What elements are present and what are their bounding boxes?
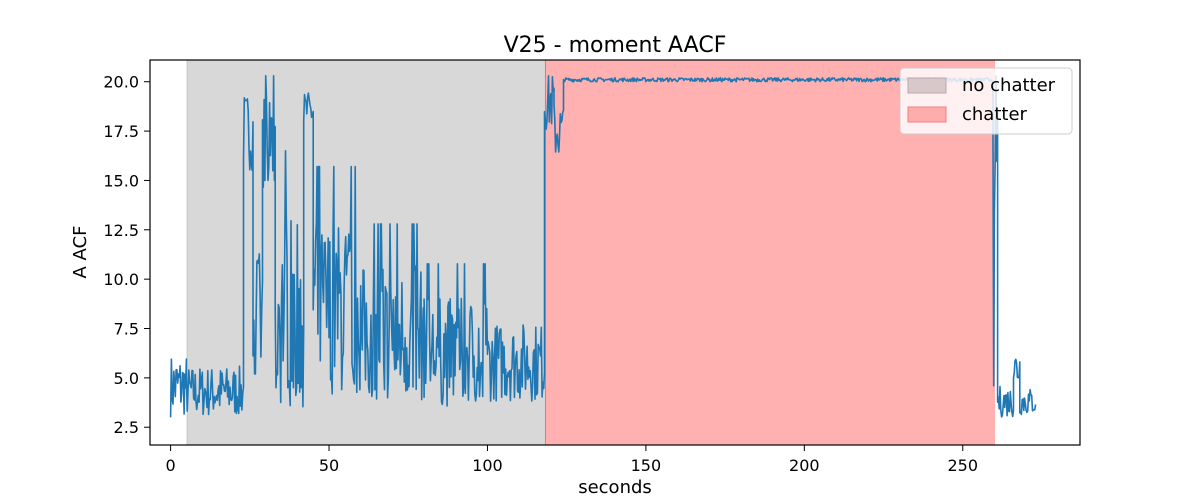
y-tick-label: 2.5 bbox=[114, 418, 139, 437]
plot-area-frame bbox=[149, 59, 1081, 446]
legend: no chatter chatter bbox=[899, 67, 1073, 135]
chart-title: V25 - moment AACF bbox=[504, 33, 727, 58]
legend-swatch-chatter bbox=[907, 106, 947, 123]
y-tick-label: 20.0 bbox=[103, 73, 139, 92]
legend-swatch-no-chatter bbox=[907, 77, 947, 94]
y-tick-label: 7.5 bbox=[114, 320, 139, 339]
x-tick-label: 200 bbox=[789, 456, 820, 475]
y-axis-label: A ACF bbox=[70, 226, 91, 279]
y-tick-label: 17.5 bbox=[103, 122, 139, 141]
x-tick-label: 100 bbox=[472, 456, 503, 475]
series-line-0 bbox=[169, 75, 1037, 418]
legend-label-no-chatter: no chatter bbox=[962, 75, 1056, 96]
x-tick-label: 0 bbox=[166, 456, 176, 475]
y-axis-ticks: 2.5 5.0 7.5 10.0 12.5 15.0 17.5 20.0 bbox=[103, 73, 150, 437]
x-tick-label: 250 bbox=[947, 456, 978, 475]
x-axis-label: seconds bbox=[578, 477, 652, 498]
x-tick-label: 50 bbox=[319, 456, 339, 475]
x-axis-ticks: 0 50 100 150 200 250 bbox=[166, 445, 978, 475]
y-tick-label: 5.0 bbox=[114, 369, 139, 388]
y-tick-label: 15.0 bbox=[103, 171, 139, 190]
region-no-chatter bbox=[187, 60, 546, 445]
shaded-regions bbox=[186, 60, 996, 445]
x-tick-label: 150 bbox=[631, 456, 662, 475]
series-layer bbox=[169, 75, 1037, 418]
legend-label-chatter: chatter bbox=[962, 104, 1028, 125]
y-tick-label: 10.0 bbox=[103, 270, 139, 289]
y-tick-label: 12.5 bbox=[103, 221, 139, 240]
